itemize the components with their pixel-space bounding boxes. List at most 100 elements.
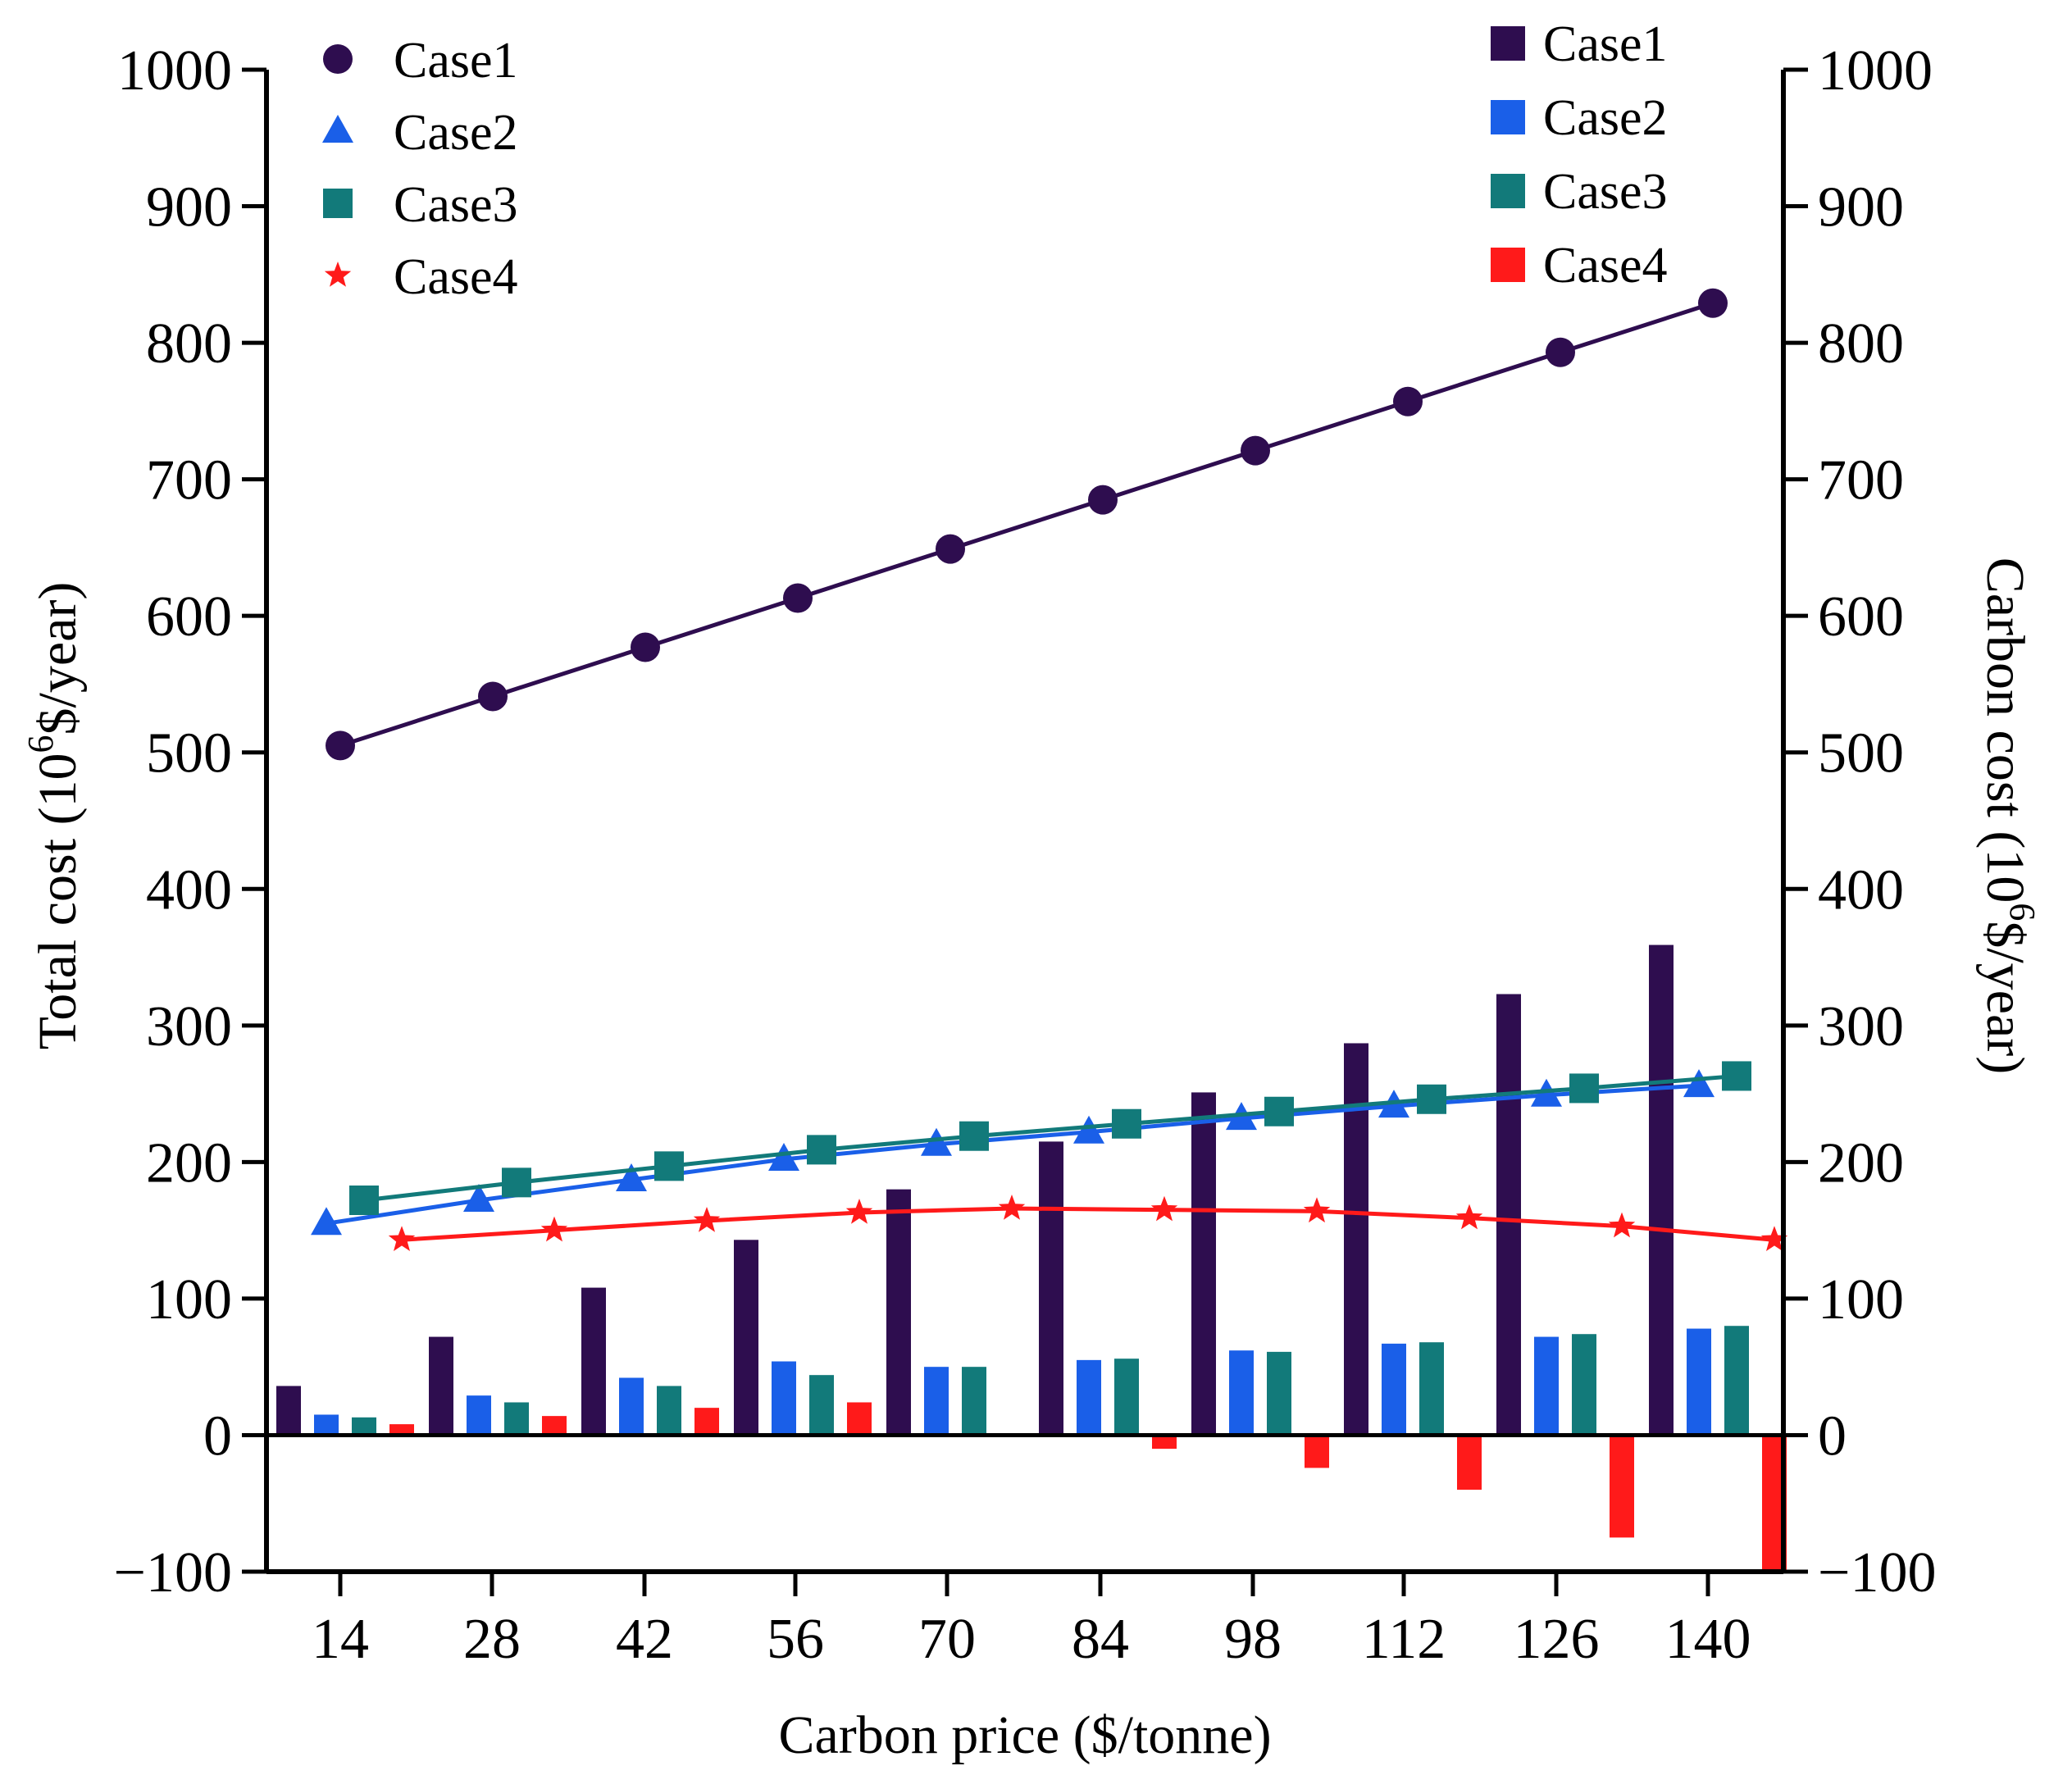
y-tick-label-left: 0 bbox=[203, 1404, 232, 1468]
point-case3-126 bbox=[1569, 1073, 1599, 1104]
y-left-title-base: Total cost (10 bbox=[28, 753, 88, 1049]
legend-right-label: Case2 bbox=[1543, 90, 1668, 146]
x-axis-title: Carbon price ($/tonne) bbox=[778, 1705, 1271, 1765]
legend-left-label: Case2 bbox=[394, 105, 518, 161]
point-case4-140 bbox=[1760, 1226, 1788, 1251]
x-tick-label-56: 56 bbox=[767, 1608, 824, 1671]
legend-right-label: Case3 bbox=[1543, 164, 1668, 220]
lines-group bbox=[311, 288, 1788, 1251]
bar-case3-98 bbox=[1267, 1351, 1291, 1436]
point-case1-84 bbox=[1088, 485, 1118, 515]
y-tick-label-left: 700 bbox=[146, 449, 232, 512]
point-case2-56 bbox=[768, 1143, 799, 1172]
legend-right-swatch-case1 bbox=[1491, 26, 1525, 61]
point-case3-42 bbox=[654, 1151, 684, 1181]
y-tick-label-left: 100 bbox=[146, 1268, 232, 1331]
bar-case1-42 bbox=[581, 1287, 606, 1436]
y-tick-label-right: −100 bbox=[1818, 1541, 1936, 1604]
bar-case2-42 bbox=[619, 1377, 644, 1436]
bar-case3-42 bbox=[657, 1386, 681, 1436]
y-axis-title-right: Carbon cost (106$/year) bbox=[1975, 558, 2042, 1074]
y-tick-label-left: −100 bbox=[114, 1541, 232, 1604]
bar-case1-98 bbox=[1191, 1092, 1216, 1436]
legend-left-marker-case3 bbox=[323, 189, 353, 218]
bar-case2-70 bbox=[924, 1367, 949, 1436]
legend-right-label: Case1 bbox=[1543, 16, 1668, 72]
legend-left-label: Case4 bbox=[394, 249, 518, 305]
bar-case1-70 bbox=[886, 1189, 911, 1436]
bar-case1-126 bbox=[1496, 994, 1521, 1436]
point-case3-84 bbox=[1112, 1108, 1141, 1139]
legend-left-label: Case1 bbox=[394, 33, 518, 89]
y-tick-label-right: 1000 bbox=[1818, 39, 1933, 102]
point-case3-98 bbox=[1264, 1096, 1294, 1126]
x-tick-label-42: 42 bbox=[616, 1608, 673, 1671]
y-right-title-tail: $/year) bbox=[1975, 921, 2035, 1074]
point-case3-140 bbox=[1722, 1061, 1751, 1091]
point-case1-42 bbox=[631, 632, 660, 662]
y-tick-label-right: 700 bbox=[1818, 449, 1904, 512]
bar-case3-84 bbox=[1114, 1359, 1139, 1436]
y-tick-label-right: 500 bbox=[1818, 722, 1904, 785]
y-tick-label-right: 200 bbox=[1818, 1131, 1904, 1195]
y-tick-label-left: 500 bbox=[146, 722, 232, 785]
legend-right-swatch-case4 bbox=[1491, 248, 1525, 282]
point-case4-84 bbox=[1150, 1195, 1178, 1222]
legend-group: Case1 Case2 Case3 Case4 Case1 Case2 Case3 Case4 bbox=[322, 16, 1668, 305]
point-case4-28 bbox=[540, 1216, 568, 1242]
point-case3-70 bbox=[959, 1121, 989, 1151]
bar-case2-56 bbox=[772, 1361, 796, 1436]
bar-case3-28 bbox=[504, 1402, 529, 1436]
bar-case4-56 bbox=[847, 1402, 872, 1436]
bar-case4-126 bbox=[1610, 1435, 1634, 1538]
bar-case3-56 bbox=[809, 1375, 834, 1436]
point-case4-70 bbox=[998, 1195, 1026, 1220]
point-case1-14 bbox=[326, 730, 355, 761]
bar-case2-140 bbox=[1687, 1328, 1711, 1436]
y-tick-label-left: 200 bbox=[146, 1131, 232, 1195]
point-case4-42 bbox=[693, 1207, 721, 1232]
bar-case3-70 bbox=[962, 1367, 986, 1436]
point-case2-42 bbox=[616, 1163, 647, 1192]
point-case4-14 bbox=[388, 1226, 416, 1251]
line-case2 bbox=[326, 1083, 1700, 1226]
y-tick-label-right: 0 bbox=[1818, 1404, 1847, 1468]
point-case1-140 bbox=[1698, 288, 1728, 318]
y-tick-label-right: 600 bbox=[1818, 585, 1904, 649]
point-case1-56 bbox=[783, 583, 813, 613]
y-tick-label-left: 800 bbox=[146, 312, 232, 375]
point-case1-28 bbox=[478, 681, 508, 712]
x-tick-label-84: 84 bbox=[1072, 1608, 1129, 1671]
legend-left-marker-case1 bbox=[323, 44, 353, 74]
point-case2-140 bbox=[1683, 1069, 1715, 1098]
bar-case4-14 bbox=[389, 1424, 414, 1436]
x-tick-label-14: 14 bbox=[312, 1608, 369, 1671]
y-tick-label-left: 900 bbox=[146, 176, 232, 239]
point-case3-14 bbox=[349, 1185, 379, 1215]
y-right-title-base: Carbon cost (10 bbox=[1975, 558, 2035, 903]
point-case2-84 bbox=[1073, 1115, 1104, 1144]
y-tick-label-left: 600 bbox=[146, 585, 232, 649]
bar-case3-126 bbox=[1572, 1334, 1596, 1436]
x-tick-label-112: 112 bbox=[1362, 1608, 1446, 1671]
legend-right-swatch-case2 bbox=[1491, 100, 1525, 134]
y-tick-label-right: 900 bbox=[1818, 176, 1904, 239]
y-right-title-sup: 6 bbox=[2002, 903, 2042, 921]
x-tick-label-70: 70 bbox=[918, 1608, 976, 1671]
point-case2-70 bbox=[921, 1127, 952, 1156]
point-case3-112 bbox=[1417, 1084, 1446, 1114]
point-case1-70 bbox=[936, 534, 965, 564]
bar-case2-28 bbox=[467, 1395, 491, 1436]
bar-case1-56 bbox=[734, 1240, 758, 1436]
bar-case2-14 bbox=[314, 1414, 339, 1436]
bar-case3-140 bbox=[1724, 1326, 1749, 1436]
bar-case2-126 bbox=[1534, 1336, 1559, 1436]
point-case4-112 bbox=[1455, 1204, 1483, 1230]
bar-case1-140 bbox=[1649, 944, 1674, 1436]
legend-left-marker-case4 bbox=[324, 262, 352, 287]
legend-left-label: Case3 bbox=[394, 177, 518, 233]
y-tick-label-left: 1000 bbox=[117, 39, 232, 102]
bar-case4-28 bbox=[542, 1416, 567, 1436]
axes-group bbox=[242, 67, 1808, 1596]
